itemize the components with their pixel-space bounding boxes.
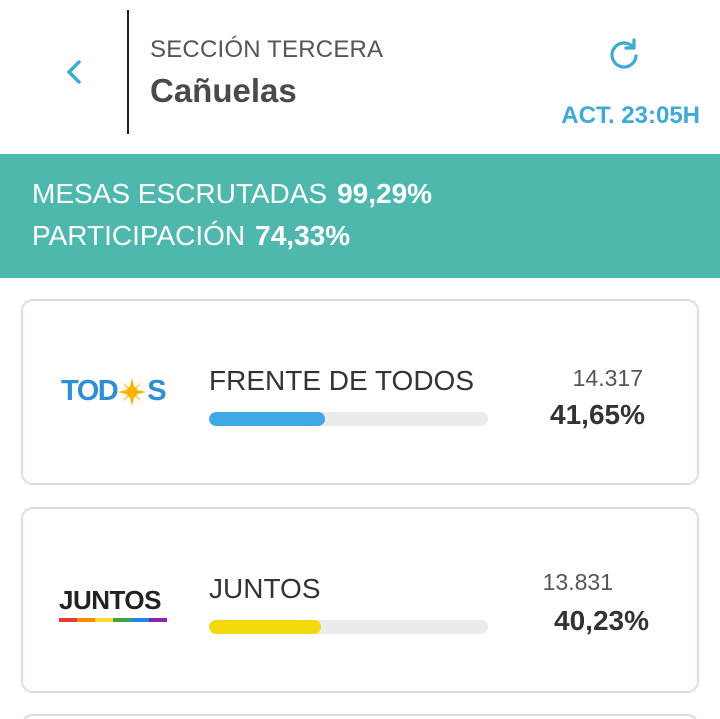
refresh-icon (610, 38, 638, 69)
chevron-left-icon (67, 60, 81, 84)
vote-percent: 41,65% (550, 399, 645, 430)
result-card-juntos[interactable]: JUNTOS JUNTOS 13.831 40,23% (21, 507, 699, 693)
vote-share-bar-fill (209, 412, 326, 426)
juntos-logo: JUNTOS (59, 585, 167, 622)
party-name: JUNTOS (209, 573, 321, 604)
participacion: PARTICIPACIÓN 74,33% (32, 220, 350, 252)
frente-de-todos-logo: TOD S (61, 375, 167, 407)
section-label: SECCIÓN TERCERA (150, 36, 384, 63)
mesas-escrutadas: MESAS ESCRUTADAS 99,29% (32, 178, 432, 210)
last-updated: ACT. 23:05H (561, 102, 700, 129)
back-button[interactable] (54, 52, 94, 92)
sun-icon (118, 377, 147, 406)
vote-percent: 40,23% (554, 605, 649, 636)
party-name: FRENTE DE TODOS (209, 365, 475, 396)
page-title: Cañuelas (150, 72, 297, 109)
mesas-label: MESAS ESCRUTADAS (32, 178, 328, 209)
header: SECCIÓN TERCERA Cañuelas ACT. 23:05H (0, 0, 720, 154)
result-card-partial[interactable] (21, 714, 699, 719)
rainbow-stripe (59, 618, 167, 622)
refresh-button[interactable] (604, 34, 644, 74)
vote-share-bar (209, 620, 488, 634)
vote-share-bar (209, 412, 488, 426)
stats-band: MESAS ESCRUTADAS 99,29% PARTICIPACIÓN 74,3… (0, 154, 720, 278)
vote-count: 14.317 (572, 365, 643, 391)
participacion-value: 74,33% (255, 220, 351, 251)
result-card-frente-de-todos[interactable]: TOD S FRENTE DE TODOS 14.317 41,65% (21, 299, 699, 485)
header-divider (127, 10, 129, 134)
participacion-label: PARTICIPACIÓN (32, 220, 246, 251)
mesas-value: 99,29% (337, 178, 433, 209)
vote-count: 13.831 (542, 569, 613, 595)
vote-share-bar-fill (209, 620, 322, 634)
